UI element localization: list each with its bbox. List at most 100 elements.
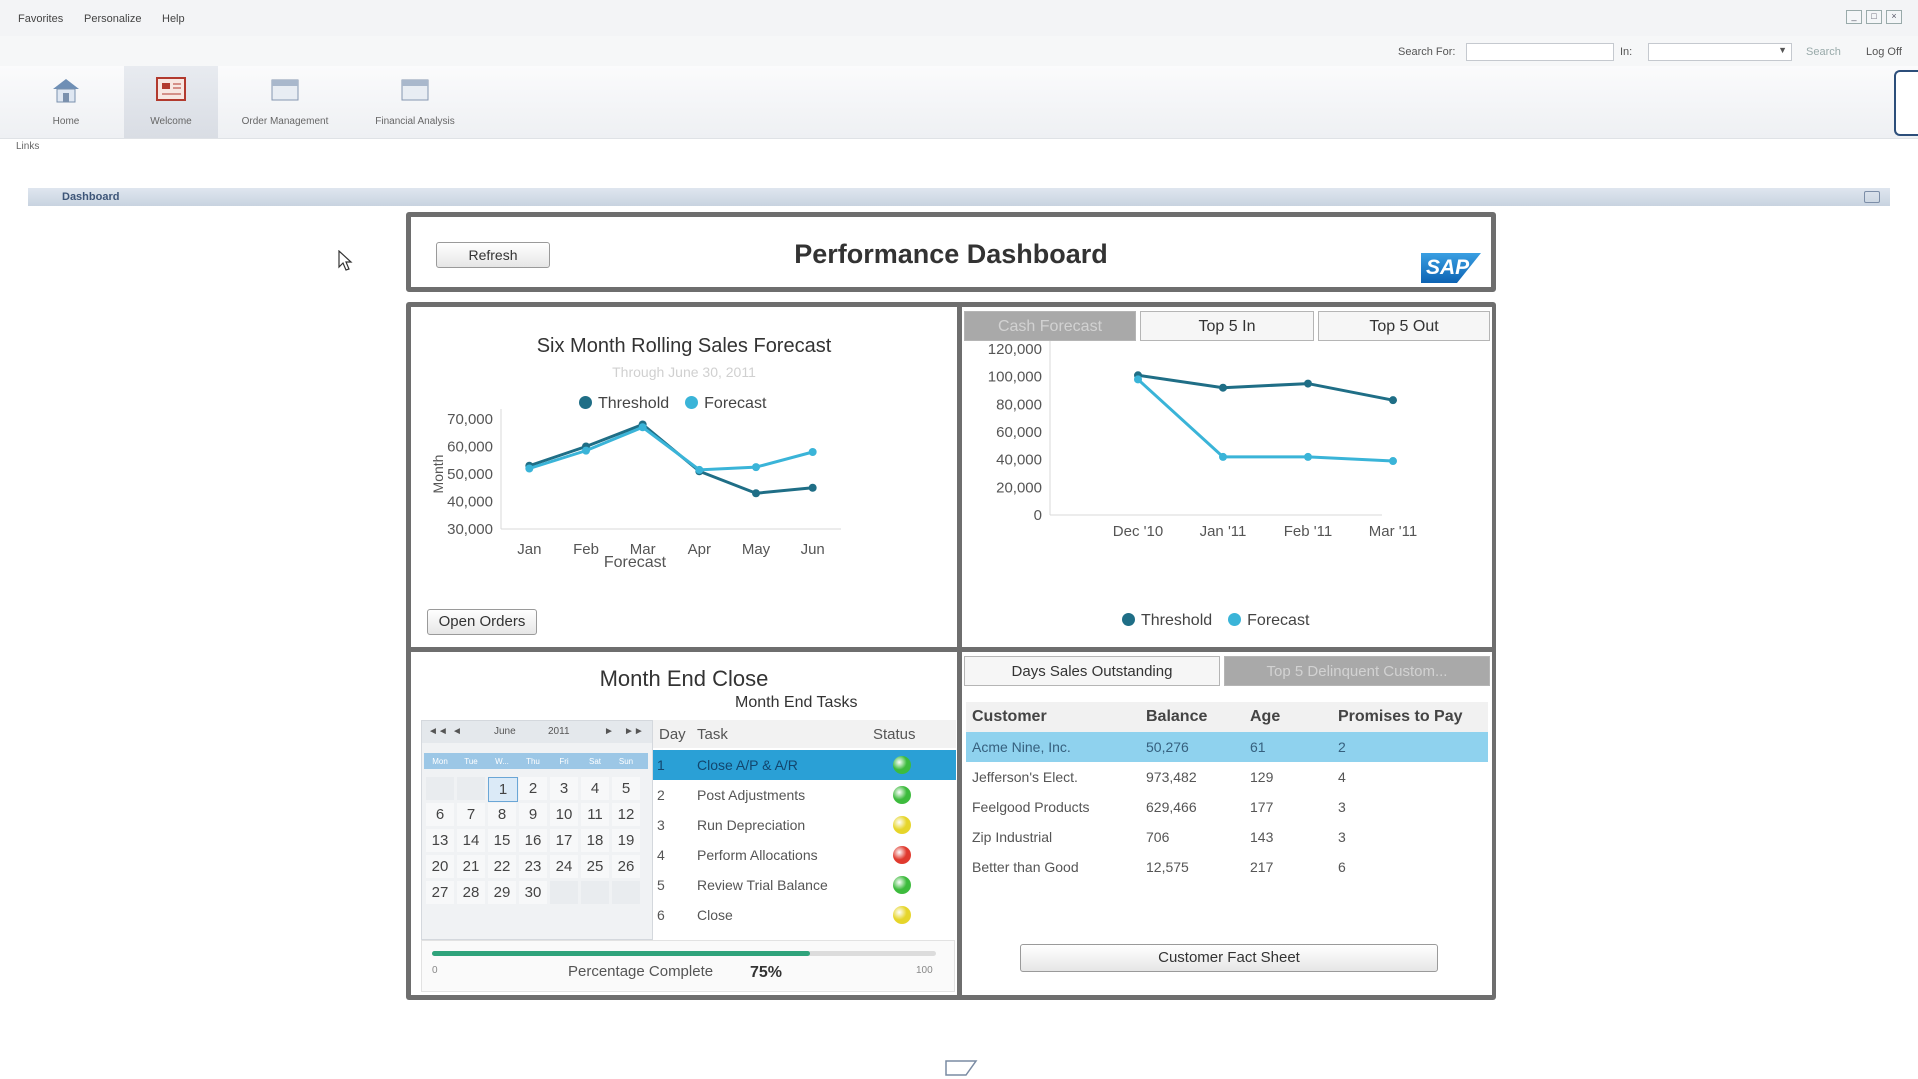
- calendar-day[interactable]: 10: [550, 803, 578, 826]
- task-row[interactable]: 2 Post Adjustments: [653, 780, 956, 810]
- next-year-icon[interactable]: ►►: [624, 726, 644, 737]
- menu-personalize[interactable]: Personalize: [84, 13, 142, 25]
- col-status: Status: [873, 726, 916, 743]
- calendar-day[interactable]: 27: [426, 881, 454, 904]
- tasks-table-header: Day Task Status: [653, 720, 956, 748]
- calendar-day[interactable]: 21: [457, 855, 485, 878]
- calendar-day[interactable]: 26: [612, 855, 640, 878]
- calendar-weekday: Sat: [588, 757, 601, 766]
- calendar-day[interactable]: 22: [488, 855, 516, 878]
- calendar-day[interactable]: 9: [519, 803, 547, 826]
- next-month-icon[interactable]: ►: [604, 726, 614, 737]
- logoff-link[interactable]: Log Off: [1866, 46, 1902, 58]
- search-button[interactable]: Search: [1806, 46, 1841, 58]
- sales-chart-subtitle: Through June 30, 2011: [612, 364, 756, 380]
- tab-cash-forecast[interactable]: Cash Forecast: [964, 311, 1136, 341]
- search-scope-select[interactable]: ▼: [1648, 43, 1792, 61]
- cash-forecast-chart: 0 20,000 40,000 60,000 80,000 100,000 120,000 D…: [988, 341, 1417, 540]
- sales-y-tick-label: 70,000: [447, 411, 493, 428]
- task-row[interactable]: 3 Run Depreciation: [653, 810, 956, 840]
- sales-forecast-chart: 30,000 40,000 50,000 60,000 70,000 Jan Feb Mar A…: [430, 409, 841, 571]
- cash-x-tick-label: Mar '11: [1369, 523, 1417, 540]
- minimize-icon[interactable]: _: [1846, 10, 1862, 24]
- calendar-day[interactable]: 24: [550, 855, 578, 878]
- calendar-day[interactable]: 18: [581, 829, 609, 852]
- calendar-month[interactable]: June: [494, 726, 516, 737]
- nav-financial-analysis[interactable]: Financial Analysis: [360, 66, 470, 138]
- legend-forecast-dot: [685, 396, 699, 409]
- customer-cell-promises: 6: [1338, 859, 1346, 875]
- customer-row[interactable]: Better than Good 12,575 217 6: [966, 852, 1488, 882]
- maximize-icon[interactable]: □: [1866, 10, 1882, 24]
- calendar-day[interactable]: 29: [488, 881, 516, 904]
- nav-welcome[interactable]: Welcome: [124, 66, 218, 138]
- customer-row[interactable]: Feelgood Products 629,466 177 3: [966, 792, 1488, 822]
- tab-days-sales-outstanding[interactable]: Days Sales Outstanding: [964, 656, 1220, 686]
- col-task: Task: [697, 726, 728, 743]
- menu-bar: Favorites Personalize Help _ □ ×: [0, 0, 1918, 37]
- nav-home-label: Home: [52, 116, 80, 127]
- customer-fact-sheet-button[interactable]: Customer Fact Sheet: [1020, 944, 1438, 972]
- sales-x-tick-label: May: [742, 541, 771, 558]
- calendar-day[interactable]: 4: [581, 777, 609, 800]
- customer-cell-customer: Better than Good: [972, 859, 1079, 875]
- calendar-day[interactable]: 20: [426, 855, 454, 878]
- calendar-day[interactable]: 28: [457, 881, 485, 904]
- customer-cell-balance: 629,466: [1146, 799, 1197, 815]
- calendar-day[interactable]: 15: [488, 829, 516, 852]
- customer-row[interactable]: Acme Nine, Inc. 50,276 61 2: [966, 732, 1488, 762]
- sales-forecast-panel: Six Month Rolling Sales Forecast Through…: [411, 307, 957, 647]
- tab-top-5-out[interactable]: Top 5 Out: [1318, 311, 1490, 341]
- customer-row[interactable]: Jefferson's Elect. 973,482 129 4: [966, 762, 1488, 792]
- side-panel-handle[interactable]: [1894, 70, 1918, 136]
- calendar-day[interactable]: 13: [426, 829, 454, 852]
- customer-row[interactable]: Zip Industrial 706 143 3: [966, 822, 1488, 852]
- refresh-button[interactable]: Refresh: [436, 242, 550, 268]
- cash-series-line-threshold: [1137, 373, 1394, 402]
- home-icon: [53, 79, 79, 103]
- calendar-day[interactable]: 19: [612, 829, 640, 852]
- calendar-day[interactable]: 8: [488, 803, 516, 826]
- menu-favorites[interactable]: Favorites: [18, 13, 64, 25]
- calendar-day[interactable]: 7: [457, 803, 485, 826]
- sales-chart-title: Six Month Rolling Sales Forecast: [536, 335, 832, 357]
- menu-help[interactable]: Help: [162, 13, 185, 25]
- month-end-title: Month End Close: [599, 666, 769, 691]
- search-input[interactable]: [1466, 43, 1614, 61]
- expand-icon[interactable]: [1864, 191, 1880, 203]
- calendar-day[interactable]: 17: [550, 829, 578, 852]
- calendar-day[interactable]: 3: [550, 777, 578, 800]
- calendar-day[interactable]: 12: [612, 803, 640, 826]
- links-label[interactable]: Links: [16, 141, 40, 152]
- tab-top-5-delinquent[interactable]: Top 5 Delinquent Custom...: [1224, 656, 1490, 686]
- sales-x-tick-label: Apr: [688, 541, 711, 558]
- calendar-day[interactable]: 1: [488, 777, 518, 802]
- calendar-year[interactable]: 2011: [548, 726, 570, 737]
- calendar-day[interactable]: 23: [519, 855, 547, 878]
- calendar-day[interactable]: 11: [581, 803, 609, 826]
- open-orders-button[interactable]: Open Orders: [427, 609, 537, 635]
- close-icon[interactable]: ×: [1886, 10, 1902, 24]
- calendar-day[interactable]: 16: [519, 829, 547, 852]
- cash-point-threshold: [1389, 396, 1397, 405]
- task-day: 6: [657, 907, 665, 923]
- legend-threshold: Threshold: [579, 395, 669, 413]
- calendar-day[interactable]: 6: [426, 803, 454, 826]
- calendar-weekday: Mon: [432, 757, 448, 766]
- calendar-day[interactable]: 30: [519, 881, 547, 904]
- sales-point-forecast: [752, 463, 760, 472]
- calendar-day[interactable]: 14: [457, 829, 485, 852]
- prev-month-icon[interactable]: ◄: [452, 726, 462, 737]
- nav-home[interactable]: Home: [26, 66, 106, 138]
- calendar-day[interactable]: 5: [612, 777, 640, 800]
- calendar-day[interactable]: 2: [519, 777, 547, 800]
- task-row[interactable]: 5 Review Trial Balance: [653, 870, 956, 900]
- dashboard-body: Six Month Rolling Sales Forecast Through…: [406, 302, 1496, 1000]
- calendar-day[interactable]: 25: [581, 855, 609, 878]
- prev-year-icon[interactable]: ◄◄: [428, 726, 448, 737]
- nav-order-management[interactable]: Order Management: [230, 66, 340, 138]
- tab-top-5-in[interactable]: Top 5 In: [1140, 311, 1314, 341]
- task-row[interactable]: 6 Close: [653, 900, 956, 930]
- task-row[interactable]: 1 Close A/P & A/R: [653, 750, 956, 780]
- task-row[interactable]: 4 Perform Allocations: [653, 840, 956, 870]
